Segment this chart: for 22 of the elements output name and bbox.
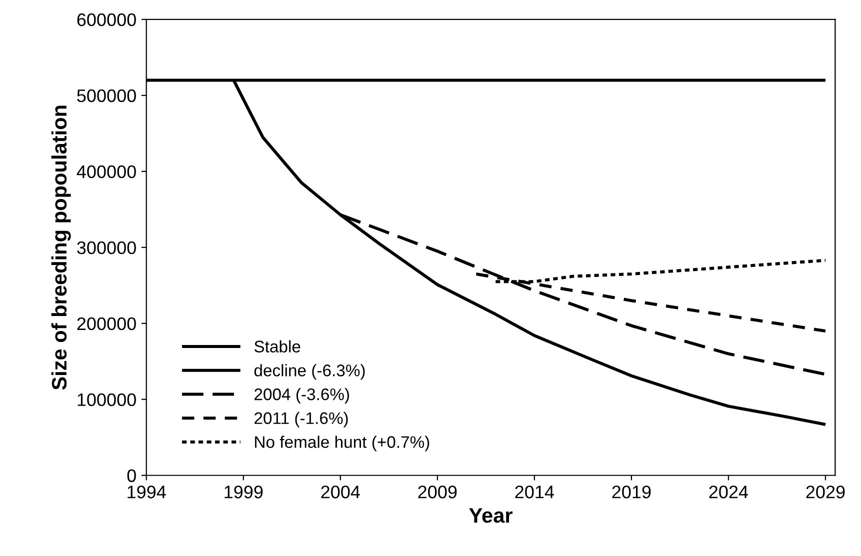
x-tick-label: 2004: [321, 486, 360, 498]
legend-label: 2004 (-3.6%): [254, 388, 350, 404]
y-tick-label: 100000: [78, 393, 136, 406]
legend-label: 2011 (-1.6%): [254, 412, 348, 428]
x-tick-label: 2024: [709, 486, 748, 498]
y-tick-label: 600000: [77, 13, 136, 26]
legend-label: decline (-6.3%): [254, 364, 365, 380]
y-axis-title: Size of breeding popoulation: [51, 106, 71, 390]
x-axis-title: Year: [469, 508, 512, 523]
legend-label: No female hunt (+0.7%): [255, 436, 430, 452]
y-tick-label: 300000: [77, 241, 136, 254]
y-tick-label: 0: [127, 469, 136, 482]
x-tick-label: 1994: [128, 486, 166, 498]
x-tick-label: 2019: [612, 486, 651, 498]
x-tick-label: 2009: [418, 486, 457, 498]
legend-label: Stable: [254, 340, 300, 352]
x-tick-label: 2029: [806, 486, 845, 498]
y-tick-label: 400000: [76, 165, 136, 178]
x-tick-label: 2014: [515, 486, 554, 498]
x-tick-label: 1999: [224, 486, 263, 498]
y-tick-label: 500000: [77, 89, 136, 102]
y-tick-label: 200000: [77, 317, 136, 330]
